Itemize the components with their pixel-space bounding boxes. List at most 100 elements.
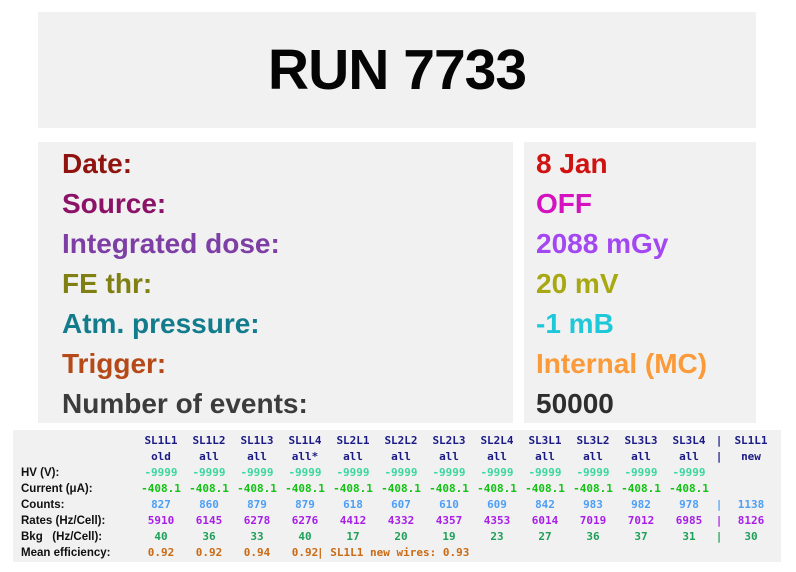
cell-value: 6278 (243, 514, 271, 527)
cell-value: 6276 (291, 514, 319, 527)
efficiency-note: | SL1L1 new wires: 0.93 (317, 546, 470, 559)
cell-value: 40 (154, 530, 168, 543)
info-values-box: 8 Jan OFF 2088 mGy 20 mV -1 mB Internal (MC) 5… (524, 142, 756, 423)
cell-value: -9999 (288, 466, 322, 479)
col-header: SL1L1 (144, 434, 178, 447)
subcol-header: all (679, 450, 699, 463)
subcol-header: all* (291, 450, 319, 463)
cell-value: 978 (679, 498, 699, 511)
cell-value: -408.1 (141, 482, 181, 495)
empty-cell (725, 465, 777, 481)
row-label: Current (μA): (21, 483, 93, 495)
col-header: SL3L3 (624, 434, 658, 447)
cell-value: 4357 (435, 514, 463, 527)
cell-value: -9999 (240, 466, 274, 479)
cell-value: 842 (535, 498, 555, 511)
info-value-fe-thr: 20 mV (536, 268, 619, 299)
cell-value: -408.1 (669, 482, 709, 495)
subcol-header: all (343, 450, 363, 463)
info-value-source: OFF (536, 188, 592, 219)
empty-cell (713, 481, 725, 497)
col-header: SL2L2 (384, 434, 418, 447)
cell-value: -408.1 (285, 482, 325, 495)
info-label-fe-thr: FE thr: (62, 268, 153, 299)
subcol-header: all (583, 450, 603, 463)
col-header: SL2L4 (480, 434, 514, 447)
col-header: SL3L2 (576, 434, 610, 447)
cell-value: 36 (202, 530, 216, 543)
corner-cell (15, 449, 137, 465)
subcol-header: all (199, 450, 219, 463)
extra-subcol-header: new (741, 450, 761, 463)
cell-value: -408.1 (573, 482, 613, 495)
empty-cell (713, 465, 725, 481)
cell-value: 17 (346, 530, 360, 543)
pipe-separator: | (715, 434, 723, 447)
pipe-separator: | (715, 450, 723, 463)
info-value-number-of-events: 50000 (536, 388, 614, 419)
empty-cell (725, 481, 777, 497)
info-value-trigger: Internal (MC) (536, 348, 708, 379)
cell-value: 610 (439, 498, 459, 511)
info-value-integrated-dose: 2088 mGy (536, 228, 669, 259)
col-header: SL2L1 (336, 434, 370, 447)
cell-value: -408.1 (525, 482, 565, 495)
cell-value: 7019 (579, 514, 607, 527)
cell-value: 31 (682, 530, 696, 543)
title-box: RUN 7733 (38, 12, 756, 128)
subcol-header: all (247, 450, 267, 463)
cell-value: -408.1 (333, 482, 373, 495)
col-header: SL1L3 (240, 434, 274, 447)
cell-value: 20 (394, 530, 408, 543)
cell-value: 4353 (483, 514, 511, 527)
cell-value: 4332 (387, 514, 415, 527)
cell-value: 36 (586, 530, 600, 543)
subcol-header: all (391, 450, 411, 463)
cell-value: -9999 (480, 466, 514, 479)
info-value-date: 8 Jan (536, 148, 608, 179)
cell-value: -9999 (432, 466, 466, 479)
extra-cell-value: 30 (744, 530, 758, 543)
cell-value: 879 (247, 498, 267, 511)
cell-value: 0.92 (147, 546, 175, 559)
cell-value: 982 (631, 498, 651, 511)
info-label-trigger: Trigger: (62, 348, 167, 379)
cell-value: 0.92 (195, 546, 223, 559)
cell-value: 23 (490, 530, 504, 543)
run-title: RUN 7733 (267, 38, 527, 102)
extra-col-header: SL1L1 (734, 434, 768, 447)
col-header: SL3L4 (672, 434, 706, 447)
cell-value: -408.1 (477, 482, 517, 495)
layer-summary-table: SL1L1 SL1L2 SL1L3 SL1L4 SL2L1 SL2L2 SL2L3 SL2L4… (15, 433, 777, 561)
info-label-atm-pressure: Atm. pressure: (62, 308, 260, 339)
row-label: Bkg (Hz/Cell): (21, 531, 103, 543)
cell-value: 27 (538, 530, 552, 543)
cell-value: 879 (295, 498, 315, 511)
cell-value: -408.1 (189, 482, 229, 495)
cell-value: -408.1 (381, 482, 421, 495)
extra-cell-value: 1138 (737, 498, 765, 511)
cell-value: 860 (199, 498, 219, 511)
row-label: HV (V): (21, 467, 60, 479)
cell-value: -9999 (192, 466, 226, 479)
info-label-number-of-events: Number of events: (62, 388, 308, 419)
row-label: Mean efficiency: (21, 547, 111, 559)
row-label: Rates (Hz/Cell): (21, 515, 106, 527)
info-label-date: Date: (62, 148, 133, 179)
cell-value: -9999 (528, 466, 562, 479)
cell-value: -9999 (624, 466, 658, 479)
corner-cell (15, 433, 137, 449)
cell-value: 5910 (147, 514, 175, 527)
info-label-integrated-dose: Integrated dose: (62, 228, 280, 259)
cell-value: -408.1 (621, 482, 661, 495)
cell-value: -9999 (672, 466, 706, 479)
pipe-separator: | (715, 498, 723, 511)
subcol-header: old (151, 450, 171, 463)
cell-value: -9999 (336, 466, 370, 479)
cell-value: 0.94 (243, 546, 271, 559)
col-header: SL1L4 (288, 434, 322, 447)
cell-value: 827 (151, 498, 171, 511)
extra-cell-value: 8126 (737, 514, 765, 527)
subcol-header: all (631, 450, 651, 463)
pipe-separator: | (715, 530, 723, 543)
